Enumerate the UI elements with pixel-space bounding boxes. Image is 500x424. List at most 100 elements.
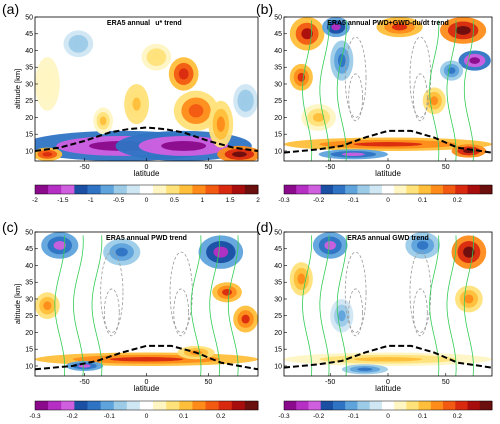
y-tick-label: 15: [274, 132, 282, 139]
colorbar-swatch: [357, 185, 371, 194]
y-tick-label: 45: [274, 31, 282, 38]
heatmap-cell: [73, 39, 84, 49]
colorbar-tick-label: 1: [200, 197, 204, 204]
colorbar-swatch: [179, 185, 193, 194]
colorbar-swatch: [113, 401, 128, 410]
heatmap-cell: [353, 142, 423, 147]
colorbar-tick-label: -0.2: [313, 413, 325, 420]
jet-contour: [173, 288, 190, 337]
jet-contour: [413, 73, 428, 122]
colorbar-swatch: [357, 401, 371, 410]
wind-contour: [190, 235, 202, 376]
colorbar-swatch: [218, 401, 233, 410]
colorbar-swatch: [113, 185, 128, 194]
heatmap-field: [284, 232, 492, 376]
heatmap-cell: [42, 152, 53, 157]
colorbar-swatch: [455, 185, 469, 194]
colorbar-swatch: [320, 401, 334, 410]
x-tick-label: 0: [386, 379, 390, 386]
colorbar-swatch: [296, 185, 309, 194]
panel-title: ERA5 annual GWD trend: [347, 235, 429, 242]
panel-letter: (c): [2, 219, 18, 235]
colorbar-swatch: [126, 185, 141, 194]
colorbar-swatch: [48, 401, 62, 410]
x-axis-label: latitude: [375, 169, 401, 178]
y-tick-label: 25: [274, 313, 282, 320]
y-tick-label: 15: [25, 132, 33, 139]
colorbar-tick-label: -0.2: [313, 197, 325, 204]
x-axis-label: latitude: [134, 384, 160, 393]
x-tick-label: 50: [442, 379, 450, 386]
colorbar-tick-label: 0.2: [453, 197, 462, 204]
y-tick-label: 40: [274, 263, 282, 270]
colorbar-swatch: [166, 401, 180, 410]
heatmap-cell: [232, 151, 247, 158]
jet-contour: [348, 73, 363, 122]
colorbar-swatch: [284, 185, 297, 194]
heatmap-cell: [216, 116, 225, 132]
panel-letter: (b): [256, 1, 273, 17]
wind-contour: [319, 235, 330, 376]
colorbar-tick-label: -1.5: [57, 197, 69, 204]
jet-contour: [344, 251, 367, 333]
colorbar-swatch: [35, 185, 49, 194]
colorbar-swatch: [394, 185, 407, 194]
colorbar-swatch: [179, 401, 193, 410]
y-tick-label: 20: [274, 330, 282, 337]
colorbar-swatch: [406, 185, 420, 194]
colorbar-swatch: [296, 401, 309, 410]
heatmap-cell: [297, 273, 306, 285]
heatmap-cell: [324, 240, 336, 250]
heatmap-cell: [337, 310, 346, 322]
colorbar-tick-label: -0.1: [104, 413, 116, 420]
x-tick-label: 50: [205, 164, 213, 171]
colorbar-swatch: [308, 401, 322, 410]
y-tick-label: 25: [25, 313, 33, 320]
colorbar-swatch: [308, 185, 322, 194]
colorbar-swatch: [406, 401, 420, 410]
x-axis-label: latitude: [134, 169, 160, 178]
panel-title: ERA5 annual PWD+GWD-du/dt trend: [327, 20, 449, 27]
y-axis-label: altitude [km]: [13, 69, 22, 109]
y-tick-label: 30: [274, 81, 282, 88]
y-tick-label: 40: [25, 48, 33, 55]
colorbar-swatch: [479, 185, 493, 194]
colorbar-swatch: [332, 185, 346, 194]
y-tick-label: 35: [25, 65, 33, 72]
x-tick-label: -50: [79, 164, 89, 171]
y-tick-label: 10: [25, 363, 33, 370]
colorbar-tick-label: 0.1: [418, 413, 427, 420]
colorbar-swatch: [430, 401, 444, 410]
colorbar-tick-label: 2: [256, 197, 260, 204]
colorbar-tick-label: -2: [32, 197, 38, 204]
wind-contour: [54, 235, 66, 376]
heatmap-cell: [241, 95, 250, 107]
y-tick-label: 25: [274, 98, 282, 105]
colorbar-swatch: [166, 185, 180, 194]
colorbar-swatch: [192, 185, 207, 194]
colorbar-tick-label: 0: [145, 197, 149, 204]
colorbar: -2 -1.5 -1 -0.5 0 0.5 1 1.5 2: [32, 184, 260, 204]
colorbar-swatch: [100, 185, 115, 194]
wind-contour: [227, 235, 239, 376]
colorbar-swatch: [231, 401, 246, 410]
colorbar-tick-label: 0: [386, 413, 390, 420]
heatmap-cell: [391, 23, 408, 31]
colorbar-frame: [34, 184, 259, 195]
heatmap-cell: [222, 288, 232, 296]
panel-letter: (a): [2, 1, 19, 17]
heatmap-cell: [337, 53, 346, 68]
y-tick-label: 35: [274, 65, 282, 72]
colorbar-tick-label: 1.5: [226, 197, 235, 204]
colorbar-swatch: [61, 401, 75, 410]
wind-contour: [302, 235, 313, 376]
wind-contour: [73, 235, 84, 376]
heatmap-cell: [416, 240, 429, 250]
colorbar-tick-label: -1: [88, 197, 94, 204]
heatmap-cell: [464, 294, 474, 304]
colorbar-swatch: [87, 401, 102, 410]
x-tick-label: 0: [386, 164, 390, 171]
colorbar-swatch: [100, 401, 115, 410]
colorbar-tick-label: 0.2: [453, 413, 462, 420]
